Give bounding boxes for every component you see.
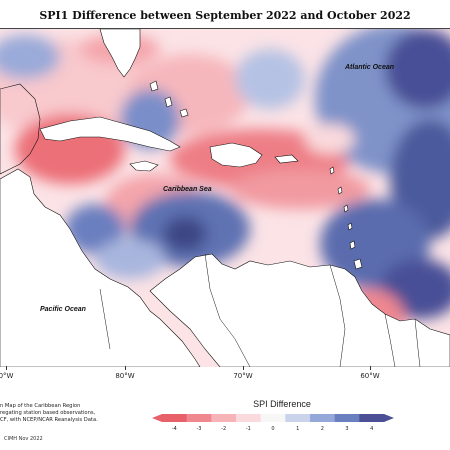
legend-swatch <box>359 414 385 422</box>
caption-line: regating station based observations, <box>0 410 96 416</box>
tick-mark <box>125 366 126 370</box>
legend-tick-label: 2 <box>320 426 324 432</box>
legend-title: SPI Difference <box>253 399 311 409</box>
legend-tick-label: -1 <box>245 426 251 432</box>
tick-mark <box>6 366 7 370</box>
map-canvas <box>0 29 450 367</box>
legend-tick-label: 0 <box>271 426 275 432</box>
legend-swatch <box>285 414 311 422</box>
legend-swatch <box>260 414 286 422</box>
land-masses <box>0 29 450 367</box>
map-caption: n Map of the Caribbean Region regating s… <box>0 403 130 424</box>
credit-text: CIMH Nov 2022 <box>4 436 43 442</box>
longitude-tick-label: 60°W <box>360 372 380 380</box>
country-borders <box>99 253 421 367</box>
pacific-ocean-label: Pacific Ocean <box>40 306 86 313</box>
legend-tick-label: -4 <box>171 426 177 432</box>
legend-swatch <box>310 414 336 422</box>
tick-mark <box>243 366 244 370</box>
legend-tick-label: 4 <box>370 426 374 432</box>
legend-tick-label: -2 <box>221 426 227 432</box>
legend-tick-label: 3 <box>345 426 349 432</box>
caption-line: n Map of the Caribbean Region <box>0 403 81 409</box>
legend-swatch <box>186 414 212 422</box>
atlantic-ocean-label: Atlantic Ocean <box>345 64 395 71</box>
legend-swatch <box>211 414 237 422</box>
legend-colorbar <box>152 414 394 422</box>
caribbean-sea-label: Caribbean Sea <box>163 186 212 193</box>
legend-swatch <box>236 414 262 422</box>
tick-mark <box>370 366 371 370</box>
longitude-tick-label: 80°W <box>115 372 135 380</box>
caption-line: CF, with NCEP/NCAR Reanalysis Data. <box>0 417 98 423</box>
map-title: SPI1 Difference between September 2022 a… <box>39 9 411 22</box>
legend-swatch <box>334 414 360 422</box>
map-frame: Atlantic Ocean Caribbean Sea Pacific Oce… <box>0 28 450 367</box>
longitude-tick-label: 0°W <box>0 372 14 380</box>
legend-tick-label: -3 <box>196 426 202 432</box>
legend-arrow-high <box>384 414 394 422</box>
longitude-tick-label: 70°W <box>233 372 253 380</box>
legend-tick-label: 1 <box>296 426 300 432</box>
legend-arrow-low <box>152 414 162 422</box>
legend-swatch <box>162 414 188 422</box>
